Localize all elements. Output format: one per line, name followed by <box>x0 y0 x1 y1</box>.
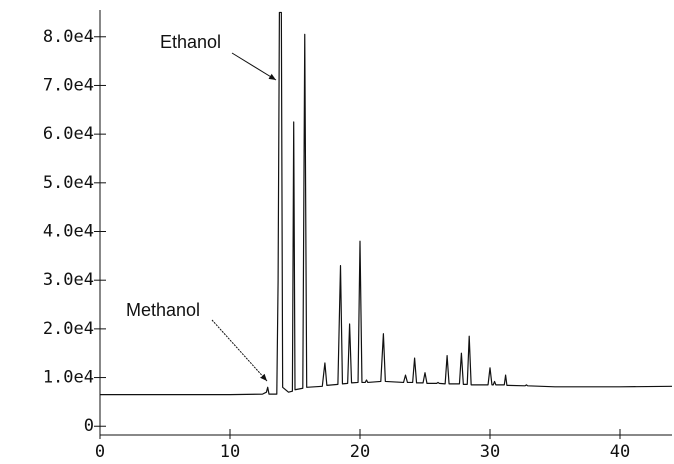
x-tick-label: 0 <box>95 442 105 462</box>
y-tick-label: 4.0e4 <box>43 222 94 242</box>
y-tick-label: 8.0e4 <box>43 27 94 47</box>
y-tick-label: 1.0e4 <box>43 368 94 388</box>
y-tick-label: 7.0e4 <box>43 75 94 95</box>
chromatogram-line <box>100 11 673 396</box>
x-tick-label: 20 <box>350 442 370 462</box>
annotation-arrow <box>211 319 268 382</box>
y-tick-label: 5.0e4 <box>43 173 94 193</box>
x-tick-label: 10 <box>220 442 240 462</box>
annotation-arrow <box>231 52 277 81</box>
annotation: Methanol <box>126 300 200 320</box>
y-tick-label: 6.0e4 <box>43 124 94 144</box>
x-tick-label: 40 <box>610 442 630 462</box>
y-tick-label: 2.0e4 <box>43 319 94 339</box>
y-tick-label: 3.0e4 <box>43 270 94 290</box>
annotation: Ethanol <box>160 32 221 52</box>
y-tick-label: 0 <box>84 416 94 436</box>
x-tick-label: 30 <box>480 442 500 462</box>
